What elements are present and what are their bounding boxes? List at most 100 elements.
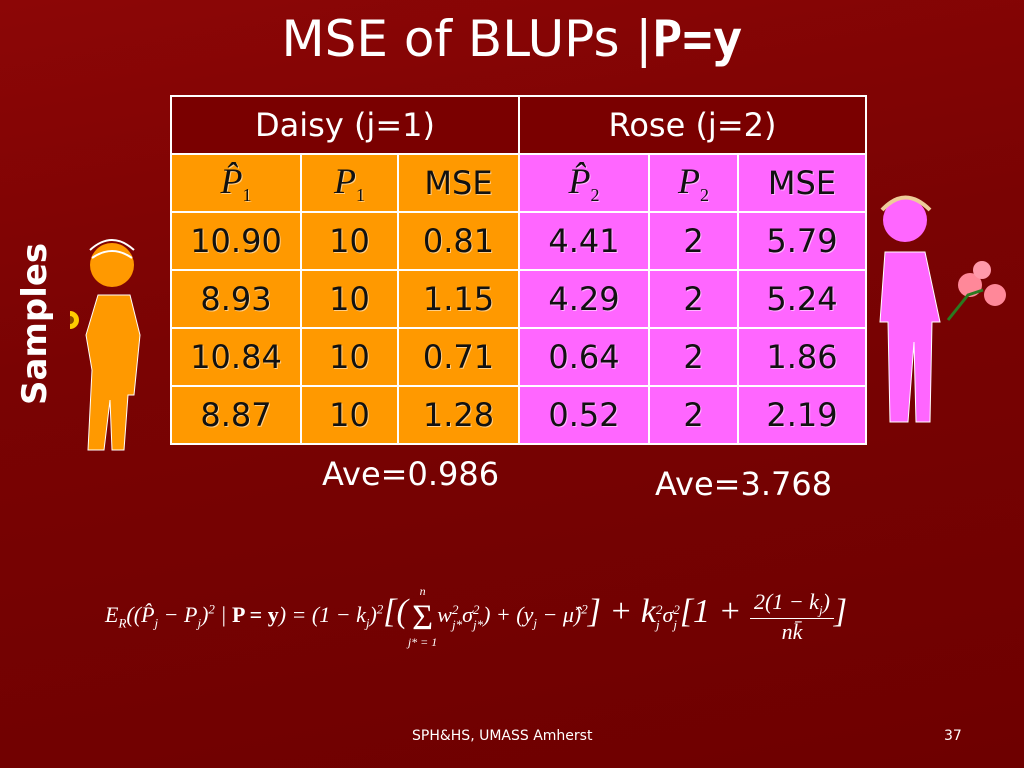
cell: 1.15 — [397, 269, 520, 329]
average-rose: Ave=3.768 — [655, 465, 833, 503]
f: 2 — [376, 601, 384, 617]
cell: 5.24 — [737, 269, 867, 329]
f: j — [533, 615, 537, 631]
f: | — [214, 602, 232, 628]
cell: 10 — [300, 211, 399, 271]
cell: 1.28 — [397, 385, 520, 445]
f: ] + k — [587, 593, 656, 631]
f: − μ̂) — [536, 602, 582, 628]
cell: 0.81 — [397, 211, 520, 271]
f: 2 — [451, 602, 459, 617]
column-subscript: 2 — [700, 185, 709, 206]
f: ] — [833, 593, 848, 631]
cell: 4.41 — [518, 211, 650, 271]
ss: 2 j* — [452, 602, 462, 632]
column-subscript: 2 — [590, 185, 600, 206]
cell: 4.29 — [518, 269, 650, 329]
f: P = y — [231, 602, 279, 628]
f: 2 — [655, 602, 663, 617]
group-header: Daisy (j=1) — [170, 95, 520, 155]
numerator: 2(1 − kj) — [750, 588, 834, 620]
f: 2 — [472, 602, 480, 617]
cell: 10 — [300, 269, 399, 329]
column-header: MSE — [397, 153, 520, 213]
column-header: P̂1 — [170, 153, 302, 213]
f: − P — [158, 602, 198, 628]
data-row: 10.90 10 0.81 4.41 2 5.79 — [170, 211, 867, 271]
cell: 8.87 — [170, 385, 302, 445]
ss: 2 j* — [473, 602, 483, 632]
f: ) — [369, 602, 377, 628]
slide-title: MSE of BLUPs |P=y — [0, 10, 1024, 68]
data-row: 8.87 10 1.28 0.52 2 2.19 — [170, 385, 867, 445]
cell: 0.52 — [518, 385, 650, 445]
daisy-figure — [70, 239, 141, 451]
cell: 0.64 — [518, 327, 650, 387]
f: j — [197, 615, 202, 631]
f: j — [818, 602, 823, 618]
f: E — [105, 602, 119, 628]
f: ) + (y — [483, 602, 534, 628]
cell: 5.79 — [737, 211, 867, 271]
average-daisy: Ave=0.986 — [322, 455, 500, 493]
cell: 2 — [648, 385, 739, 445]
f: j — [673, 617, 677, 632]
f: 2(1 − k — [754, 588, 819, 614]
f: (( — [126, 602, 142, 628]
cell: 1.86 — [737, 327, 867, 387]
cell: 10 — [300, 385, 399, 445]
f: σ — [662, 602, 674, 628]
side-label: Samples — [15, 242, 55, 405]
column-header: P2 — [648, 153, 739, 213]
group-row: Daisy (j=1) Rose (j=2) — [170, 95, 867, 155]
column-header: P1 — [300, 153, 399, 213]
f: j* = 1 — [407, 635, 438, 649]
f: 2 — [581, 601, 588, 617]
column-symbol: P2 — [678, 160, 709, 206]
f: ) — [822, 588, 830, 614]
column-header: MSE — [737, 153, 867, 213]
f: [( — [383, 593, 408, 631]
f: w — [437, 602, 452, 628]
column-symbol: MSE — [767, 164, 837, 202]
f: [1 + — [679, 593, 750, 631]
f: 2 — [673, 602, 680, 617]
footer-text: SPH&HS, UMASS Amherst — [412, 728, 593, 744]
column-symbol: P̂2 — [568, 160, 600, 206]
cell: 2.19 — [737, 385, 867, 445]
cell: 10.90 — [170, 211, 302, 271]
f: σ — [462, 602, 473, 628]
f: 2 — [208, 601, 215, 617]
cell: 2 — [648, 327, 739, 387]
mse-table: Daisy (j=1) Rose (j=2) P̂1 P1 MSE P̂2 P2 MSE 10.… — [170, 95, 867, 445]
page-number: 37 — [944, 728, 962, 744]
column-row: P̂1 P1 MSE P̂2 P2 MSE — [170, 153, 867, 213]
column-subscript: 1 — [356, 185, 365, 206]
f: j* — [472, 617, 484, 632]
title-bold: P=y — [652, 10, 743, 68]
column-symbol: P1 — [334, 160, 365, 206]
f: R — [118, 615, 127, 631]
f: j — [365, 615, 370, 631]
f: Σ — [412, 597, 434, 637]
data-row: 8.93 10 1.15 4.29 2 5.24 — [170, 269, 867, 329]
column-header: P̂2 — [518, 153, 650, 213]
rose-figure — [879, 195, 1006, 423]
f: ) — [201, 602, 209, 628]
f: j — [154, 615, 159, 631]
column-symbol: P̂1 — [220, 160, 252, 206]
f: ) = (1 − k — [278, 602, 366, 628]
fraction: 2(1 − kj) nk̄ — [750, 589, 834, 645]
f: P̂ — [141, 602, 155, 628]
group-header: Rose (j=2) — [518, 95, 867, 155]
cell: 2 — [648, 211, 739, 271]
f: n — [419, 584, 426, 598]
cell: 0.71 — [397, 327, 520, 387]
data-row: 10.84 10 0.71 0.64 2 1.86 — [170, 327, 867, 387]
cell: 2 — [648, 269, 739, 329]
